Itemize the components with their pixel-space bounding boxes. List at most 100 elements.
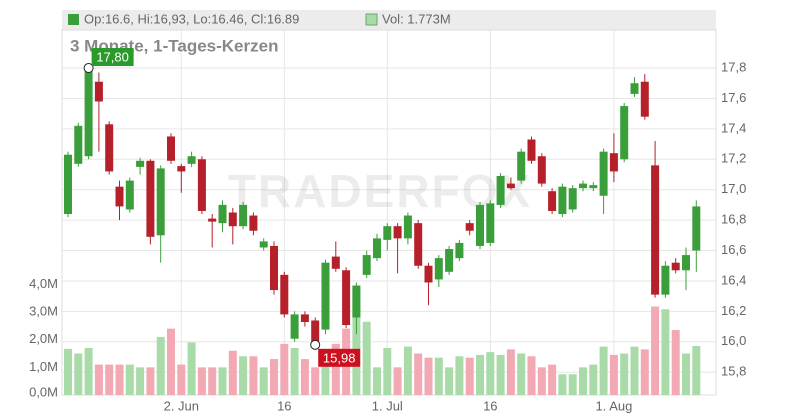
x-tick-label: 1. Aug (595, 398, 632, 413)
volume-bar (125, 364, 134, 395)
volume-bar (414, 353, 423, 395)
candle-body (136, 160, 145, 167)
candle-body (620, 106, 629, 160)
candle-body (414, 223, 423, 266)
volume-bar (136, 367, 145, 395)
candle-body (259, 241, 268, 248)
candle-body (445, 249, 454, 272)
volume-bar (352, 291, 361, 395)
candle-body (177, 166, 186, 172)
candle-body (105, 124, 114, 172)
candle-body (517, 151, 526, 181)
candle-body (630, 83, 639, 94)
volume-bar (177, 364, 186, 395)
volume-bar (589, 364, 598, 395)
y-tick-label: 15,8 (721, 364, 746, 379)
candle-body (290, 314, 299, 339)
volume-bar (187, 342, 196, 395)
candle-body (558, 186, 567, 215)
volume-bar (373, 367, 381, 395)
candle-body (424, 265, 433, 283)
annotation-box (318, 348, 361, 367)
candle-body (393, 226, 402, 239)
volume-bar (527, 356, 536, 395)
candle-body (167, 136, 175, 161)
candle-body (311, 320, 320, 342)
candle-body (651, 165, 660, 295)
volume-bar (311, 367, 320, 395)
extreme-marker (310, 339, 321, 350)
volume-bar (630, 346, 639, 395)
volume-bar (74, 353, 83, 395)
candle-body (373, 238, 381, 259)
y-tick-label: 16,6 (721, 242, 746, 257)
volume-bar (280, 343, 289, 395)
candle-body (589, 185, 598, 189)
candle-body (270, 245, 278, 291)
candle-body (197, 159, 206, 211)
candle-body (682, 255, 690, 271)
volume-bar (579, 367, 587, 395)
candle-body (692, 206, 701, 251)
candle-body (187, 156, 196, 164)
volume-tick-label: 2,0M (29, 331, 58, 346)
volume-bar (609, 354, 618, 395)
candle-body (661, 265, 670, 295)
y-tick-label: 17,4 (721, 120, 746, 135)
x-tick-label: 16 (483, 398, 497, 413)
volume-bar (692, 345, 701, 395)
candle-body (300, 314, 309, 322)
candle-body (455, 242, 464, 259)
volume-bar (537, 367, 546, 395)
candle-body (476, 204, 484, 246)
extreme-marker (83, 63, 94, 74)
candle-body (331, 256, 340, 269)
candle-body (352, 285, 361, 318)
candle-body (84, 71, 93, 157)
y-tick-label: 16,0 (721, 333, 746, 348)
volume-bar (548, 364, 557, 395)
header-bar (62, 10, 716, 30)
volume-bar (156, 336, 165, 395)
volume-tick-label: 1,0M (29, 359, 58, 374)
candle-body (609, 153, 618, 172)
volume-bar (105, 364, 114, 395)
candle-body (362, 255, 371, 275)
volume-bar (403, 346, 412, 395)
candle-body (239, 204, 248, 227)
volume-bar (393, 367, 402, 395)
y-tick-label: 17,8 (721, 59, 746, 74)
volume-bar (239, 356, 248, 395)
candle-body (74, 125, 83, 164)
volume-tick-label: 3,0M (29, 303, 58, 318)
volume-bar (249, 356, 258, 395)
volume-tick-label: 4,0M (29, 276, 58, 291)
volume-bar (270, 359, 278, 395)
volume-bar (434, 357, 443, 395)
candle-body (208, 218, 217, 222)
candle-body (465, 223, 474, 231)
volume-bar (383, 347, 392, 395)
candle-body (486, 203, 495, 243)
volume-bar (682, 353, 690, 395)
volume-bar (167, 328, 175, 395)
candle-body (156, 168, 165, 236)
volume-bar (517, 353, 526, 395)
volume-bar (568, 374, 577, 395)
volume-bar (300, 359, 309, 395)
volume-bar (362, 321, 371, 395)
annotation-label: 17,80 (96, 49, 129, 64)
volume-bar (290, 347, 299, 395)
candle-body (383, 226, 392, 240)
candle-body (527, 139, 536, 161)
legend-swatch (68, 14, 79, 25)
volume-tick-label: 0,0M (29, 384, 58, 399)
x-tick-label: 1. Jul (372, 398, 403, 413)
volume-bar (661, 309, 670, 395)
candle-body (321, 262, 330, 330)
volume-bar (651, 306, 660, 395)
volume-bar (228, 350, 237, 395)
volume-bar (558, 374, 567, 395)
volume-bar (424, 357, 433, 395)
